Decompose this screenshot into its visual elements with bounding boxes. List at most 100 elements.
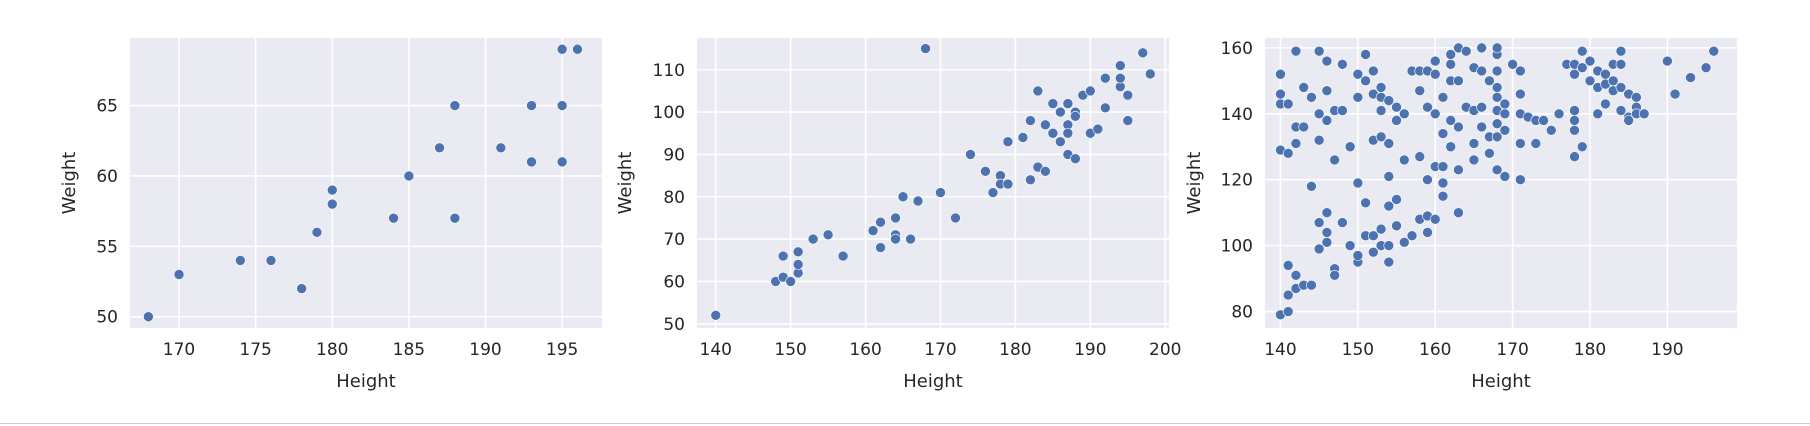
data-point — [1337, 217, 1348, 228]
data-point — [1025, 115, 1036, 126]
data-point — [1313, 108, 1325, 120]
data-point — [1445, 115, 1457, 126]
data-point — [1062, 127, 1074, 139]
x-tick-label: 195 — [546, 340, 578, 360]
data-point — [1491, 92, 1503, 103]
x-tick-label: 140 — [700, 340, 732, 360]
x-tick-labels: 170 175 180 185 190 195 — [163, 340, 579, 360]
data-point — [1584, 55, 1596, 67]
y-axis-label: Weight — [59, 152, 80, 215]
data-point — [434, 142, 445, 154]
data-point — [1290, 138, 1302, 149]
x-tick-label: 150 — [774, 340, 806, 360]
data-point — [1569, 105, 1580, 116]
data-point — [1422, 227, 1433, 238]
data-point — [1383, 200, 1395, 212]
data-point — [1313, 243, 1325, 255]
data-point — [1360, 197, 1371, 209]
data-points — [710, 43, 1156, 321]
data-point — [1429, 55, 1441, 67]
data-point — [1453, 207, 1464, 218]
data-point — [1375, 105, 1387, 116]
data-point — [1429, 213, 1441, 225]
x-tick-label: 180 — [999, 340, 1031, 360]
data-point — [1422, 174, 1433, 186]
data-point — [1631, 92, 1642, 103]
data-point — [1360, 49, 1371, 60]
data-point — [1476, 121, 1487, 133]
data-point — [1040, 166, 1051, 177]
data-point — [1476, 42, 1487, 54]
data-point — [1329, 154, 1340, 166]
y-tick-label: 160 — [1221, 39, 1253, 59]
data-point — [1344, 240, 1356, 251]
data-point — [1290, 269, 1302, 281]
y-tick-label: 120 — [1221, 171, 1253, 191]
data-point — [897, 191, 909, 203]
data-point — [1491, 164, 1503, 176]
data-point — [326, 198, 338, 210]
data-point — [1515, 88, 1526, 100]
data-point — [1445, 141, 1457, 153]
data-point — [1321, 55, 1333, 67]
data-point — [1313, 217, 1325, 228]
data-point — [1055, 106, 1066, 118]
x-axis-label: Height — [903, 371, 963, 392]
data-point — [449, 212, 461, 224]
data-point — [1115, 60, 1126, 71]
data-point — [1352, 92, 1364, 103]
data-point — [1491, 65, 1503, 77]
data-point — [1321, 115, 1333, 126]
data-point — [1460, 45, 1472, 57]
data-point — [1453, 75, 1464, 87]
y-tick-label: 80 — [663, 188, 685, 208]
x-tick-label: 190 — [1651, 340, 1683, 360]
x-tick-label: 190 — [469, 340, 501, 360]
data-point — [1070, 153, 1081, 164]
x-tick-label: 185 — [393, 340, 425, 360]
data-point — [1017, 132, 1029, 143]
data-point — [1406, 230, 1418, 242]
y-tick-label: 80 — [1231, 303, 1253, 323]
data-point — [1499, 98, 1511, 110]
x-tick-label: 150 — [1342, 340, 1374, 360]
data-point — [1584, 75, 1596, 87]
y-tick-labels: 50 55 60 65 — [96, 97, 118, 328]
data-point — [1321, 237, 1333, 248]
data-point — [1306, 180, 1317, 192]
data-point — [1615, 45, 1627, 57]
y-tick-labels: 50 60 70 80 90 100 110 — [653, 61, 685, 335]
data-point — [1515, 174, 1526, 186]
data-point — [1137, 47, 1149, 59]
x-tick-label: 200 — [1149, 340, 1181, 360]
data-point — [1337, 59, 1348, 70]
data-point — [1545, 124, 1557, 136]
data-point — [1368, 230, 1379, 242]
data-point — [1499, 171, 1511, 182]
data-points — [1275, 42, 1720, 321]
data-point — [785, 276, 796, 287]
x-tick-label: 175 — [239, 340, 271, 360]
data-point — [1429, 68, 1441, 80]
data-point — [1600, 98, 1611, 110]
data-point — [1468, 138, 1480, 149]
data-point — [1032, 85, 1044, 97]
data-point — [1383, 256, 1395, 268]
y-tick-label: 55 — [96, 237, 118, 257]
data-point — [526, 100, 537, 111]
x-tick-label: 160 — [849, 340, 881, 360]
data-point — [1391, 101, 1402, 113]
data-point — [1062, 98, 1074, 109]
data-point — [1499, 108, 1511, 120]
data-point — [792, 246, 804, 258]
data-point — [1669, 88, 1681, 100]
data-point — [1092, 123, 1104, 135]
data-point — [1515, 138, 1526, 149]
y-axis-label: Weight — [615, 152, 636, 215]
data-point — [296, 283, 307, 294]
data-point — [1122, 115, 1134, 126]
data-point — [143, 311, 154, 323]
grid-lines — [130, 38, 602, 328]
data-point — [1368, 246, 1379, 258]
data-point — [1329, 269, 1340, 281]
